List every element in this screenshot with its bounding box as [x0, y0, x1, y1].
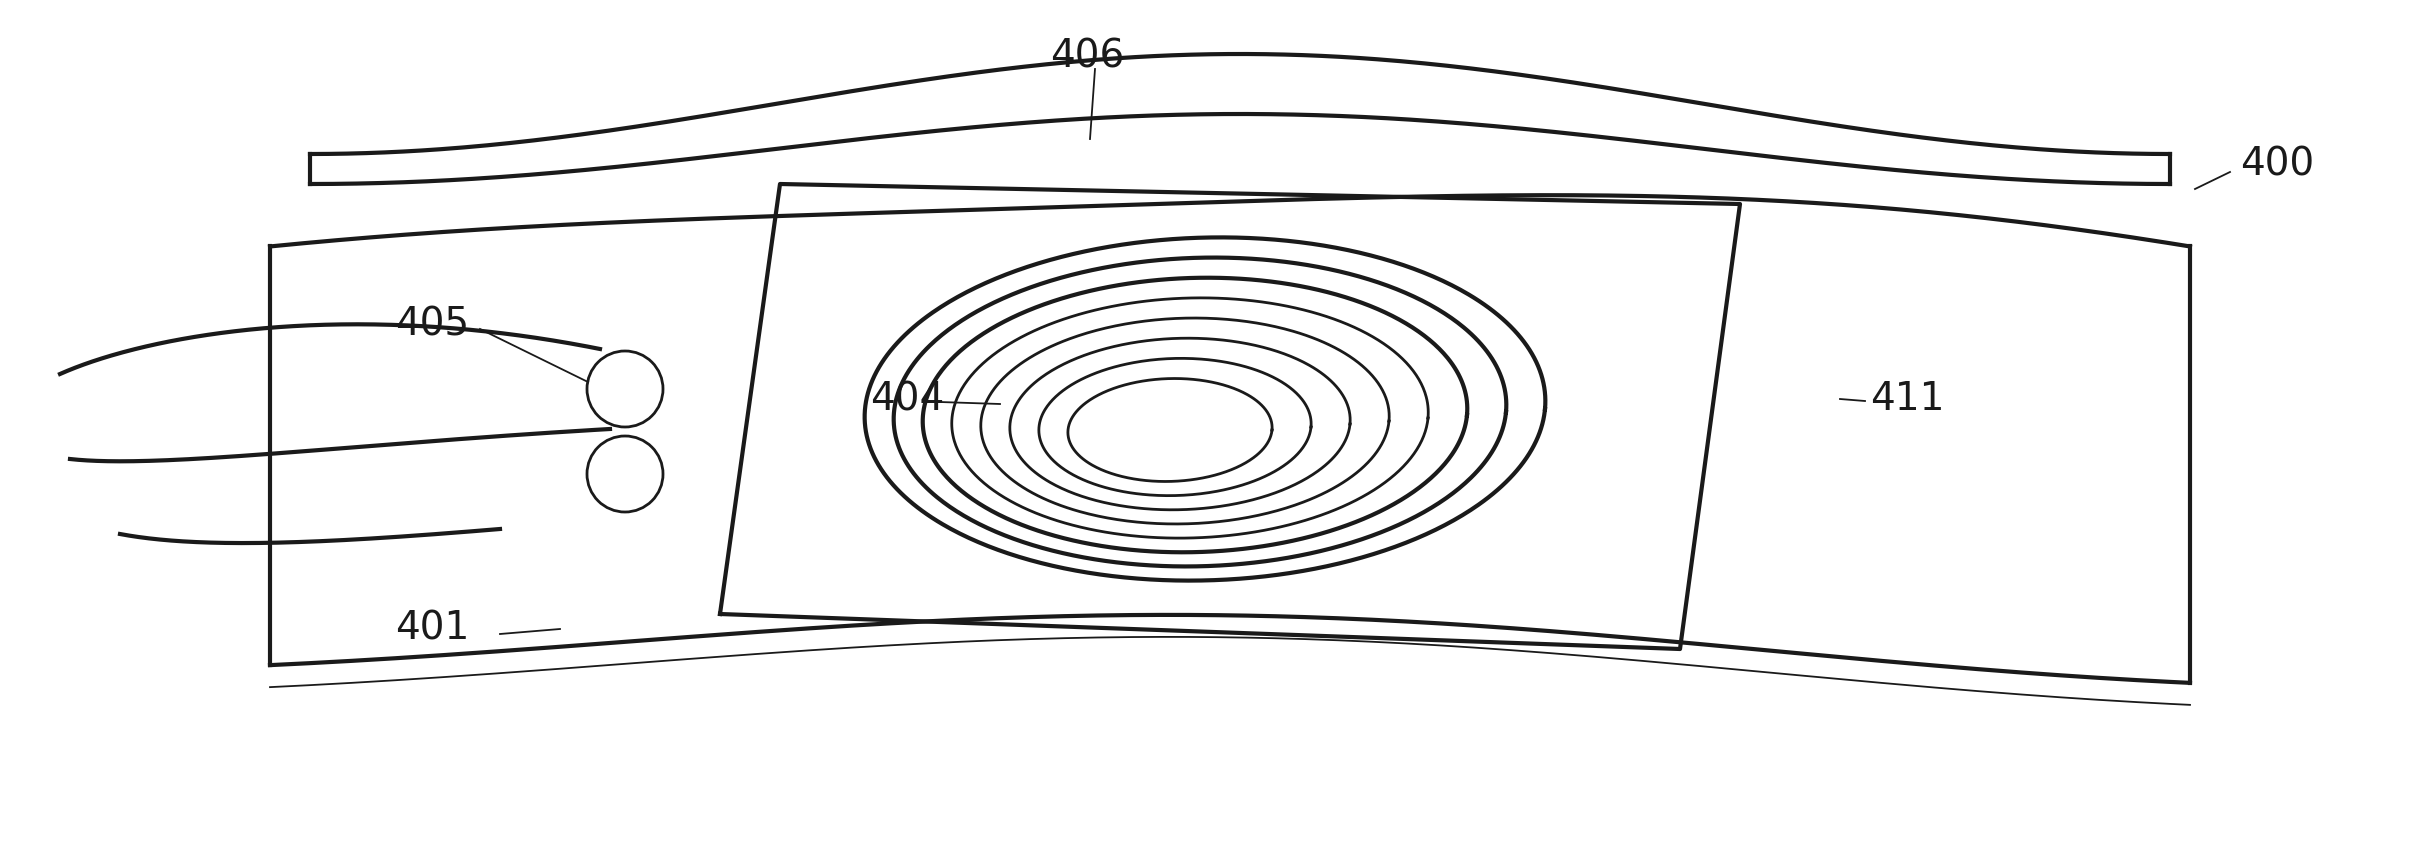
Text: 411: 411 [1871, 380, 1946, 418]
Text: 401: 401 [395, 610, 470, 648]
Text: 400: 400 [2239, 145, 2314, 183]
Text: 405: 405 [395, 305, 470, 343]
Text: 404: 404 [870, 380, 945, 418]
Text: 406: 406 [1049, 37, 1124, 75]
